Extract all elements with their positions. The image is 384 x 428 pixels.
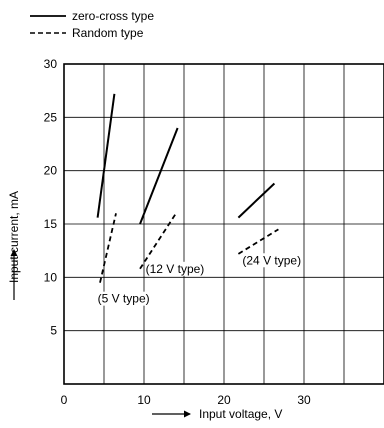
y-tick-label: 15 bbox=[44, 217, 58, 231]
x-tick-label: 30 bbox=[297, 393, 311, 407]
annotation-label: (5 V type) bbox=[98, 292, 150, 306]
x-tick-label: 20 bbox=[217, 393, 231, 407]
series-line-solid bbox=[237, 182, 276, 219]
y-tick-label: 10 bbox=[44, 270, 58, 284]
y-tick-label: 5 bbox=[50, 324, 57, 338]
y-axis-arrowhead bbox=[10, 249, 18, 256]
legend: zero-cross type Random type bbox=[30, 9, 154, 40]
tick-labels: 0 10 20 30 5 10 15 20 25 30 bbox=[44, 57, 311, 407]
series-lines bbox=[96, 93, 279, 283]
series-line-dashed bbox=[99, 213, 117, 283]
legend-label-dashed: Random type bbox=[72, 26, 144, 40]
legend-label-solid: zero-cross type bbox=[72, 9, 154, 23]
x-axis-arrowhead bbox=[184, 410, 191, 418]
y-tick-label: 20 bbox=[44, 164, 58, 178]
series-line-dashed bbox=[139, 212, 177, 270]
x-tick-label: 0 bbox=[61, 393, 68, 407]
series-line-solid bbox=[96, 93, 116, 218]
annotation-label: (12 V type) bbox=[146, 262, 205, 276]
series-line-dashed bbox=[237, 228, 279, 255]
x-axis-label: Input voltage, V bbox=[199, 407, 282, 421]
annotation-label: (24 V type) bbox=[242, 253, 301, 267]
y-axis-label: Input current, mA bbox=[7, 191, 21, 283]
series-line-solid bbox=[139, 127, 179, 225]
annotation-backdrop bbox=[241, 253, 303, 268]
x-tick-label: 10 bbox=[137, 393, 151, 407]
grid bbox=[64, 64, 384, 384]
y-tick-label: 30 bbox=[44, 57, 58, 71]
annotations: (5 V type) (12 V type) (24 V type) bbox=[96, 253, 303, 306]
plot-frame bbox=[63, 63, 384, 385]
annotation-backdrop bbox=[144, 261, 206, 276]
annotation-backdrop bbox=[96, 291, 151, 306]
y-tick-label: 25 bbox=[44, 110, 58, 124]
